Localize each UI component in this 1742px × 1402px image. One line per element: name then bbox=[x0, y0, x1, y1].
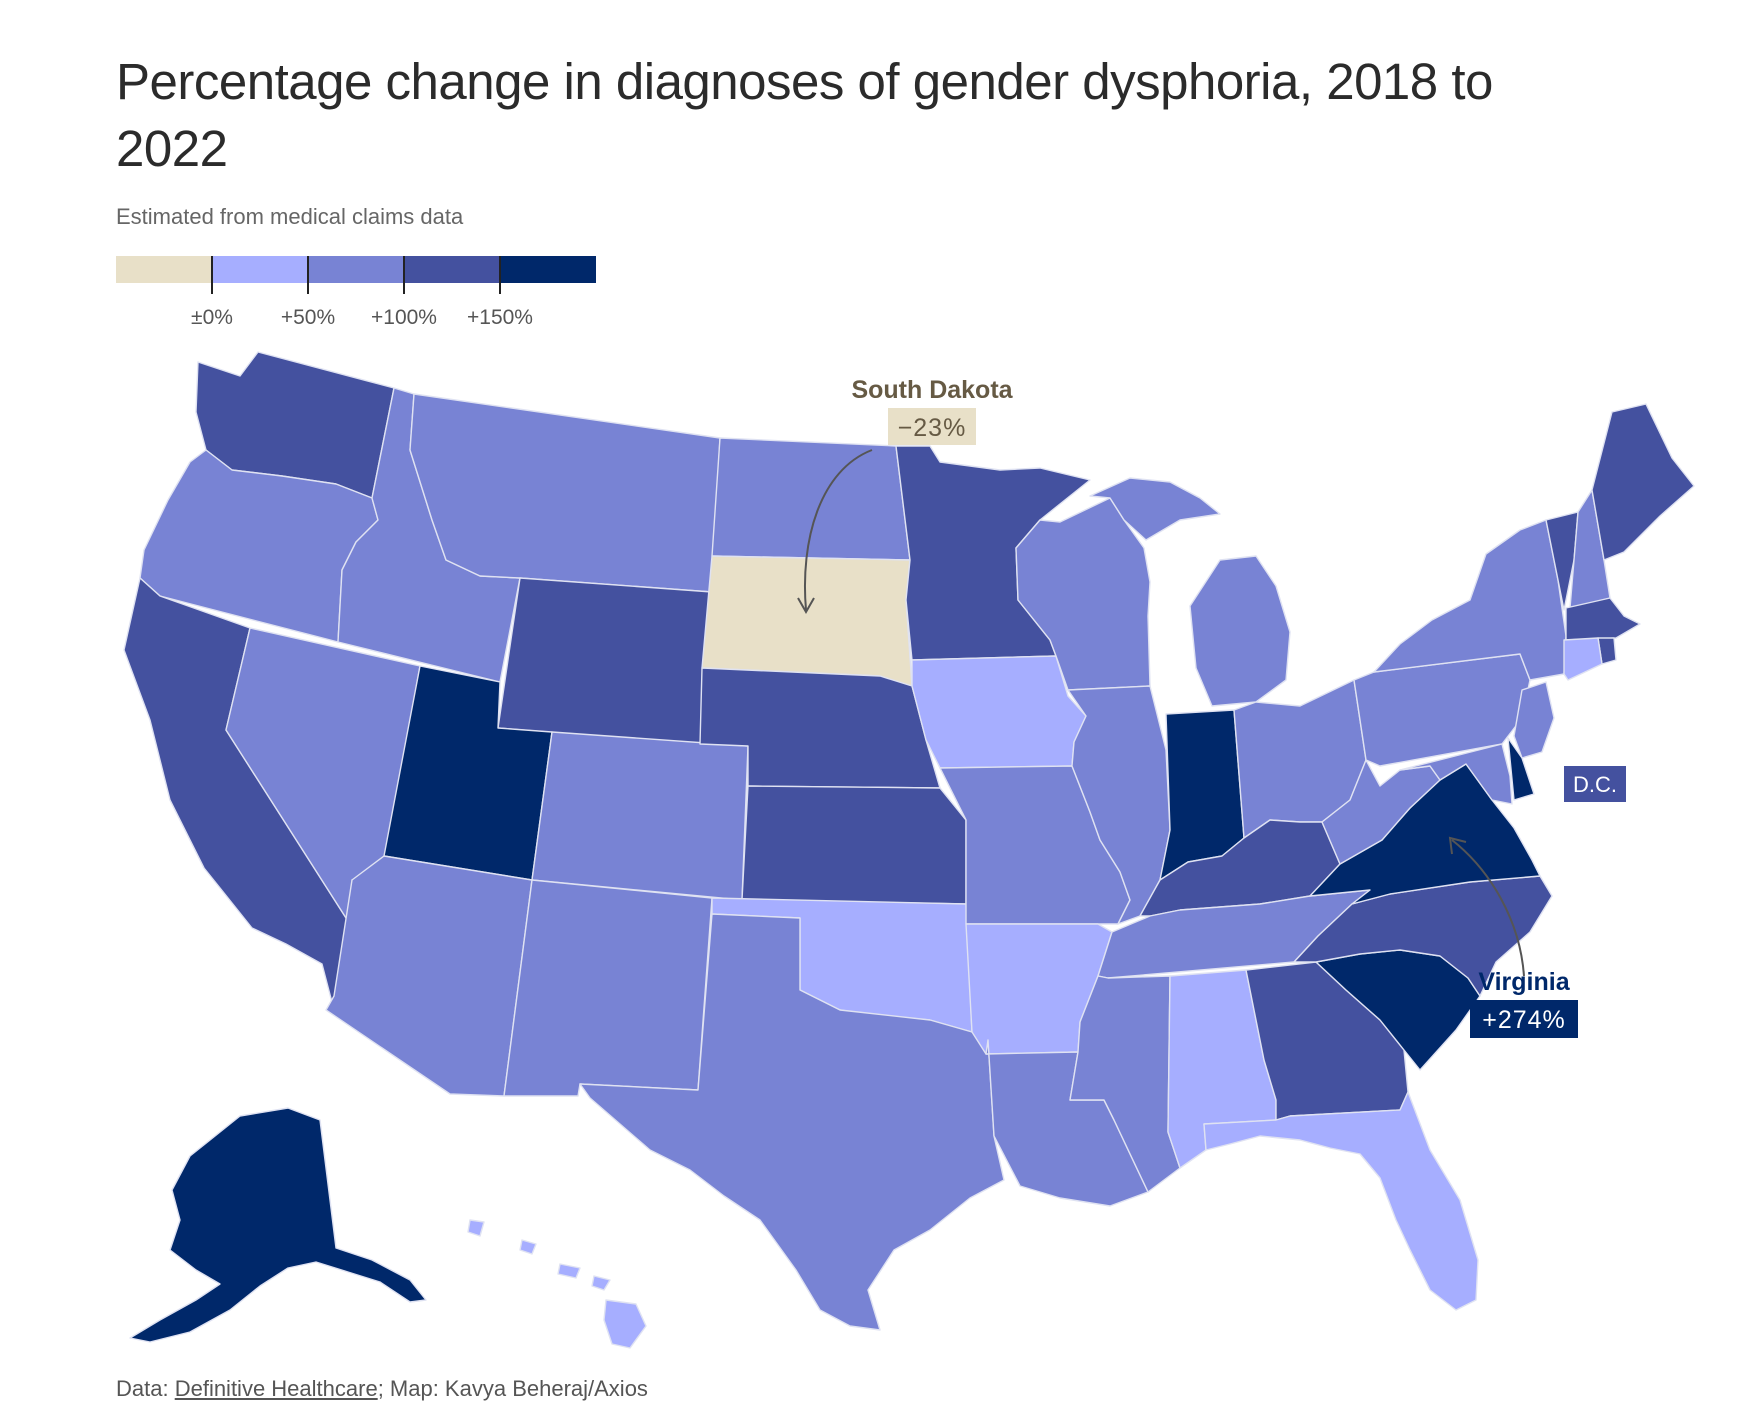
legend-tick-label-0: ±0% bbox=[191, 306, 233, 329]
callout-virginia-value-bg bbox=[1470, 1000, 1578, 1038]
state-FL[interactable] bbox=[1203, 1091, 1479, 1311]
legend-tick bbox=[211, 256, 213, 294]
source-link[interactable]: Definitive Healthcare bbox=[174, 1376, 378, 1401]
source-prefix: Data: bbox=[116, 1376, 175, 1401]
state-VT[interactable] bbox=[1545, 511, 1579, 611]
state-ME[interactable] bbox=[1591, 403, 1695, 561]
callout-dc: D.C. bbox=[1564, 766, 1626, 802]
legend-tick bbox=[499, 256, 501, 294]
legend-swatch-0 bbox=[116, 256, 212, 283]
state-DE[interactable] bbox=[1507, 737, 1535, 801]
legend-tick bbox=[307, 256, 309, 294]
legend-swatch-3 bbox=[403, 256, 500, 283]
state-ND[interactable] bbox=[711, 437, 911, 561]
state-IL[interactable] bbox=[1067, 685, 1171, 925]
legend-tick-label-150: +150% bbox=[467, 306, 533, 329]
legend-swatch-2 bbox=[307, 256, 404, 283]
state-CO[interactable] bbox=[531, 731, 749, 901]
callout-virginia: Virginia +274% bbox=[1448, 836, 1578, 1038]
state-KS[interactable] bbox=[741, 785, 967, 905]
state-NY[interactable] bbox=[1373, 519, 1567, 681]
callout-south-dakota-name: South Dakota bbox=[851, 376, 1013, 404]
state-NM[interactable] bbox=[503, 879, 713, 1097]
callout-south-dakota: South Dakota −23% bbox=[797, 376, 1014, 615]
legend-tick-label-50: +50% bbox=[280, 306, 336, 329]
legend-swatches bbox=[116, 256, 596, 283]
callout-virginia-arrowhead bbox=[1448, 836, 1467, 855]
callout-dc-label: D.C. bbox=[1573, 772, 1617, 797]
legend-swatch-4 bbox=[499, 256, 596, 283]
state-MT[interactable] bbox=[409, 393, 721, 593]
state-MI[interactable] bbox=[1189, 555, 1291, 707]
color-legend: ±0% +50% +100% +150% bbox=[116, 256, 596, 336]
callout-dc-bg bbox=[1564, 766, 1626, 802]
source-suffix: ; Map: Kavya Beheraj/Axios bbox=[377, 1376, 648, 1401]
state-MD[interactable] bbox=[1399, 743, 1513, 805]
callout-south-dakota-arrowhead bbox=[797, 597, 815, 615]
legend-swatch-1 bbox=[211, 256, 308, 283]
callout-south-dakota-value: −23% bbox=[898, 414, 967, 442]
state-TX[interactable] bbox=[579, 913, 1005, 1331]
state-WY[interactable] bbox=[497, 577, 713, 745]
callout-south-dakota-arrow bbox=[804, 449, 873, 611]
state-SD[interactable] bbox=[701, 555, 913, 687]
state-CT[interactable] bbox=[1563, 637, 1603, 681]
state-NJ[interactable] bbox=[1513, 681, 1555, 759]
state-AZ[interactable] bbox=[325, 855, 533, 1097]
chart-subtitle: Estimated from medical claims data bbox=[116, 204, 464, 229]
callout-virginia-value: +274% bbox=[1482, 1006, 1566, 1034]
state-AK[interactable] bbox=[129, 1107, 427, 1343]
state-IA[interactable] bbox=[911, 655, 1087, 769]
legend-tick-label-100: +100% bbox=[371, 306, 437, 329]
chart-title: Percentage change in diagnoses of gender… bbox=[116, 53, 1493, 177]
source-line: Data: Definitive Healthcare; Map: Kavya … bbox=[116, 1376, 648, 1402]
legend-tick bbox=[403, 256, 405, 294]
callout-virginia-name: Virginia bbox=[1478, 968, 1570, 996]
state-HI[interactable] bbox=[467, 1219, 647, 1349]
state-MI-upper[interactable] bbox=[1089, 477, 1221, 541]
callout-south-dakota-value-bg bbox=[888, 408, 976, 445]
callout-virginia-arrow bbox=[1451, 839, 1525, 977]
